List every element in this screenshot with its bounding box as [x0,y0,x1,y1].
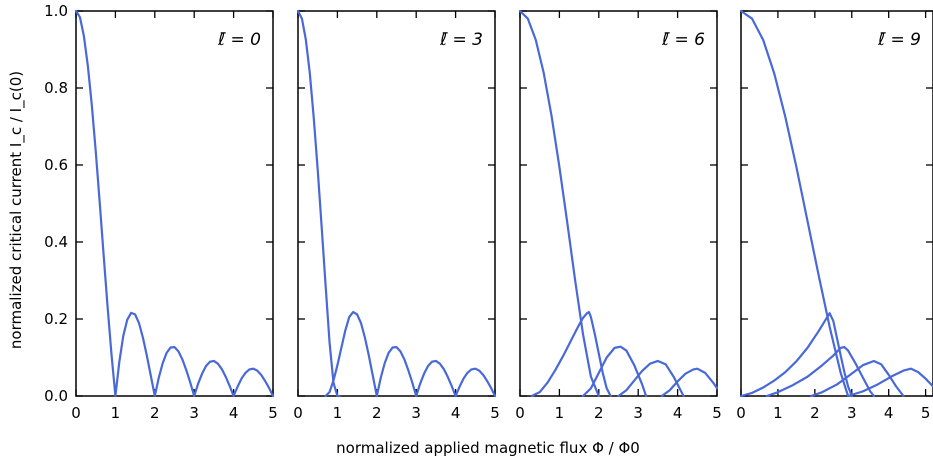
series-line-3-5 [660,367,719,398]
panel-frame [519,10,718,397]
series-line-3-3 [581,345,648,398]
y-axis-title: normalized critical current I_c / I_c(0) [7,71,26,349]
chart-panel-3: 0 1 2 3 4 5 ℓ̄ = 6 [515,9,722,422]
x-tick-label: 0 [71,404,81,422]
panel-label: ℓ̄ = 0 [217,30,261,50]
x-tick-label: 1 [773,404,783,422]
panel-label: ℓ̄ = 6 [661,30,705,50]
series-line-2-5 [454,367,497,398]
x-tick-label: 1 [555,404,565,422]
x-tick-label: 0 [515,404,525,422]
x-axis-title: normalized applied magnetic flux Φ / Φ0 [336,439,640,457]
x-tick-label: 5 [921,404,931,422]
x-tick-label: 2 [594,404,604,422]
panel-frame [75,10,274,397]
y-tick-label: 0.0 [44,387,68,405]
x-tick-label: 2 [372,404,382,422]
x-tick-label: 3 [411,404,421,422]
x-tick-label: 4 [884,404,894,422]
chart-panels: 0 1 2 3 4 5 0.0 0.2 0.4 0.6 0.8 1.0 ℓ̄ = 0 0 1 2 3 4 5 ℓ̄ =… [44,2,933,422]
x-tick-label: 2 [150,404,160,422]
x-tick-label: 0 [736,404,746,422]
panel-label: ℓ̄ = 9 [877,30,921,50]
x-tick-label: 1 [333,404,343,422]
series-line-2-2 [324,310,378,398]
x-tick-label: 3 [847,404,857,422]
x-tick-label: 5 [490,404,500,422]
series-line-2-3 [375,346,418,398]
x-axis-title-text: normalized applied magnetic flux Φ / Φ0 [336,439,640,457]
panel-frame [740,10,933,397]
series-line-4-3 [765,346,876,398]
x-tick-label: 3 [633,404,643,422]
x-tick-label: 1 [111,404,121,422]
series-line-3-1 [518,9,600,398]
y-tick-label: 0.4 [44,233,68,251]
x-tick-label: 2 [810,404,820,422]
panel-label: ℓ̄ = 3 [439,30,483,50]
series-line-2-4 [415,359,457,398]
series-line-1-1 [74,9,275,398]
x-tick-label: 4 [451,404,461,422]
y-tick-label: 0.6 [44,156,68,174]
x-tick-label: 3 [189,404,199,422]
series-line-4-4 [810,359,905,398]
y-tick-label: 0.8 [44,79,68,97]
y-tick-label: 1.0 [44,2,68,20]
series-line-4-1 [739,9,850,398]
panel-frame [297,10,496,397]
series-line-2-1 [296,9,341,398]
x-tick-label: 4 [229,404,239,422]
series-line-3-4 [617,359,685,398]
x-tick-label: 5 [268,404,278,422]
y-tick-label: 0.2 [44,310,68,328]
x-tick-label: 0 [293,404,303,422]
chart-panel-2: 0 1 2 3 4 5 ℓ̄ = 3 [293,9,500,422]
chart-panel-4: 0 1 2 3 4 5 ℓ̄ = 9 [736,9,933,422]
series-line-4-5 [846,367,933,398]
x-tick-label: 5 [712,404,722,422]
x-tick-label: 4 [673,404,683,422]
series-line-4-2 [739,312,853,398]
series-line-3-2 [530,310,612,398]
chart-panel-1: 0 1 2 3 4 5 0.0 0.2 0.4 0.6 0.8 1.0 ℓ̄ = 0 [44,2,278,422]
y-axis-title-text: normalized critical current I_c / I_c(0) [7,71,26,349]
